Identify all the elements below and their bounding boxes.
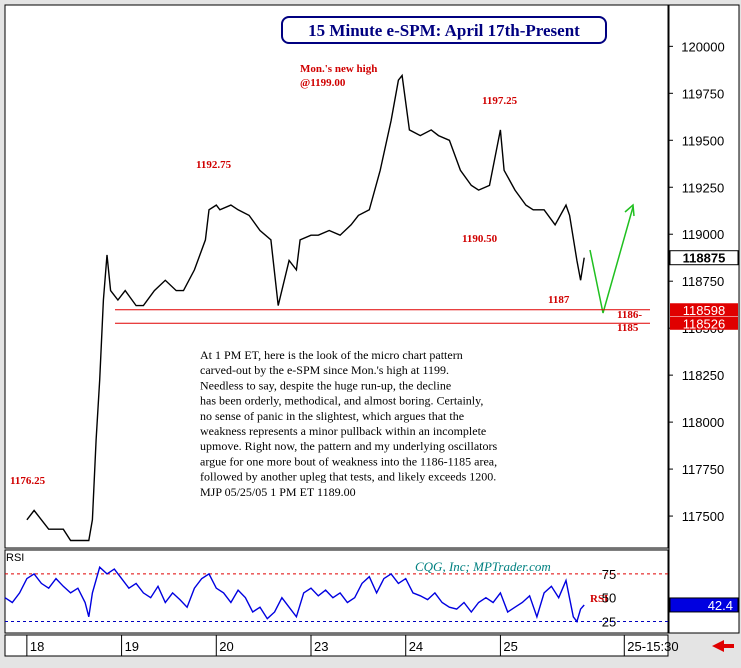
last-value-marker [669,597,739,613]
last-value-label: 42.4 [708,598,733,613]
annotation: Mon.'s new high [300,63,377,75]
annotation: 1187 [548,294,570,306]
y-tick-label: 118250 [682,368,724,383]
note-line: has been orderly, methodical, and almost… [200,394,483,408]
commentary: At 1 PM ET, here is the look of the micr… [200,348,498,499]
price-line [26,73,585,542]
last-value-label: 118875 [683,251,726,266]
annotation: @1199.00 [300,77,346,89]
level-marker-label: 118598 [683,303,725,318]
annotation: 1190.50 [462,233,498,245]
note-line: weakness represents a minor pullback wit… [200,424,486,438]
note-line: no sense of panic in the slightest, whic… [200,409,464,423]
y-tick-label: 117750 [682,462,724,477]
y-tick-label: 117500 [682,509,724,524]
y-tick-label: 119500 [682,133,724,148]
annotation: 1186- [617,309,642,321]
y-tick-label: 118750 [682,274,724,289]
level-marker [670,316,738,330]
note-line: At 1 PM ET, here is the look of the micr… [200,348,463,362]
note-line: carved-out by the e-SPM since Mon.'s hig… [200,363,449,377]
annotation: 1185 [617,322,639,334]
note-line: upmove. Right now, the pattern and my un… [200,439,498,453]
last-value-marker [669,250,739,266]
price-panel [4,4,669,549]
x-tick-label: 25-15:30 [627,639,678,654]
x-tick-label: 23 [314,639,328,654]
y-tick-label: 50 [602,591,616,606]
note-line: MJP 05/25/05 1 PM ET 1189.00 [200,485,356,499]
note-line: followed by another upleg that tests, an… [200,470,496,484]
x-tick-label: 25 [503,639,517,654]
annotation: 1192.75 [196,159,232,171]
projection-arrow [589,206,634,314]
rsi-panel [4,549,669,634]
level-marker [670,303,738,317]
panel-title: RSI [6,552,24,564]
y-tick-label: 119250 [682,180,724,195]
x-tick-label: 18 [30,639,44,654]
y-tick-label: 120000 [681,39,724,54]
y-tick-label: 119000 [682,227,724,242]
x-tick-label: 19 [125,639,139,654]
x-tick-label: 24 [409,639,423,654]
annotation: 1176.25 [10,475,46,487]
y-tick-label: 119750 [682,86,724,101]
time-axis [4,634,669,657]
chart-title: 15 Minute e-SPM: April 17th-Present [308,21,580,40]
y-tick-label: 75 [602,567,616,582]
price-line [4,565,585,624]
note-line: argue for one more bout of weakness into… [200,454,497,468]
y-tick-label: 25 [602,615,616,630]
scroll-arrow[interactable] [712,640,734,652]
credit: CQG, Inc; MPTrader.com [415,559,551,574]
title-box [281,16,607,44]
projection-arrowhead [624,203,635,217]
x-tick-label: 20 [219,639,233,654]
series-label: RSI [590,593,608,605]
annotation: 1197.25 [482,95,518,107]
y-tick-label: 118000 [682,415,724,430]
level-marker-label: 118526 [683,316,725,331]
note-line: Needless to say, despite the huge run-up… [200,378,451,392]
